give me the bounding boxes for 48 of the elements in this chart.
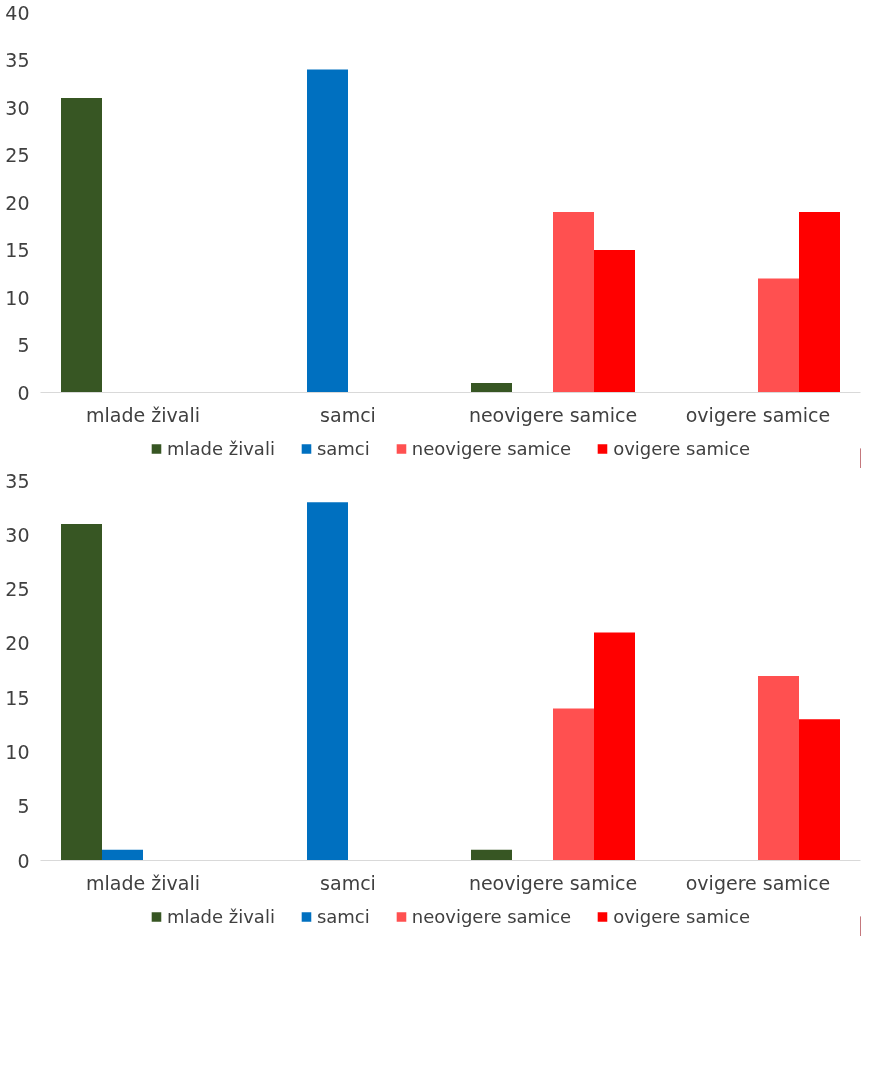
bar (758, 675, 799, 861)
y-tick-label: 25 (5, 578, 30, 601)
y-tick-label: 10 (5, 740, 30, 763)
y-tick-label: 35 (5, 469, 30, 492)
y-tick-label: 30 (5, 96, 30, 119)
bar (799, 212, 840, 393)
x-tick-label: samci (320, 871, 376, 894)
bar (102, 849, 143, 861)
legend-label: neovigere samice (411, 437, 572, 459)
y-tick-label: 15 (5, 686, 30, 709)
y-tick-label: 25 (5, 144, 30, 166)
y-tick-label: 20 (5, 632, 30, 655)
legend-label: samci (316, 905, 370, 927)
bar (594, 250, 635, 393)
x-tick-label: ovigere samice (685, 403, 831, 426)
legend-label: ovigere samice (613, 437, 751, 459)
y-tick-label: 5 (17, 334, 30, 356)
x-tick-label: samci (320, 403, 376, 426)
bar (799, 719, 840, 861)
x-tick-label: neovigere samice (468, 871, 638, 894)
x-tick-label: mlade živali (86, 871, 200, 894)
bar (553, 212, 594, 393)
bar (61, 523, 102, 861)
y-tick-label: 30 (5, 523, 30, 546)
bar (594, 632, 635, 861)
y-tick-label: 0 (17, 381, 30, 404)
legend-label: mlade živali (166, 437, 275, 459)
legend-label: samci (316, 437, 370, 459)
bar (553, 708, 594, 861)
y-tick-label: 5 (17, 795, 30, 818)
x-tick-label: mlade živali (86, 403, 200, 426)
legend-label: ovigere samice (613, 905, 751, 927)
bar (471, 849, 512, 861)
y-tick-label: 0 (17, 849, 30, 872)
legend-label: mlade živali (166, 905, 275, 927)
y-tick-label: 35 (5, 49, 30, 71)
bar (307, 502, 348, 861)
y-tick-label: 20 (5, 191, 30, 214)
y-tick-label: 40 (5, 1, 30, 24)
legend-label: neovigere samice (411, 905, 572, 927)
y-tick-label: 15 (5, 239, 30, 261)
bar (61, 98, 102, 393)
bar (758, 278, 799, 393)
y-tick-label: 10 (5, 286, 30, 309)
bar (307, 69, 348, 393)
x-tick-label: neovigere samice (468, 403, 638, 426)
x-tick-label: ovigere samice (685, 871, 831, 894)
bar (471, 383, 512, 393)
